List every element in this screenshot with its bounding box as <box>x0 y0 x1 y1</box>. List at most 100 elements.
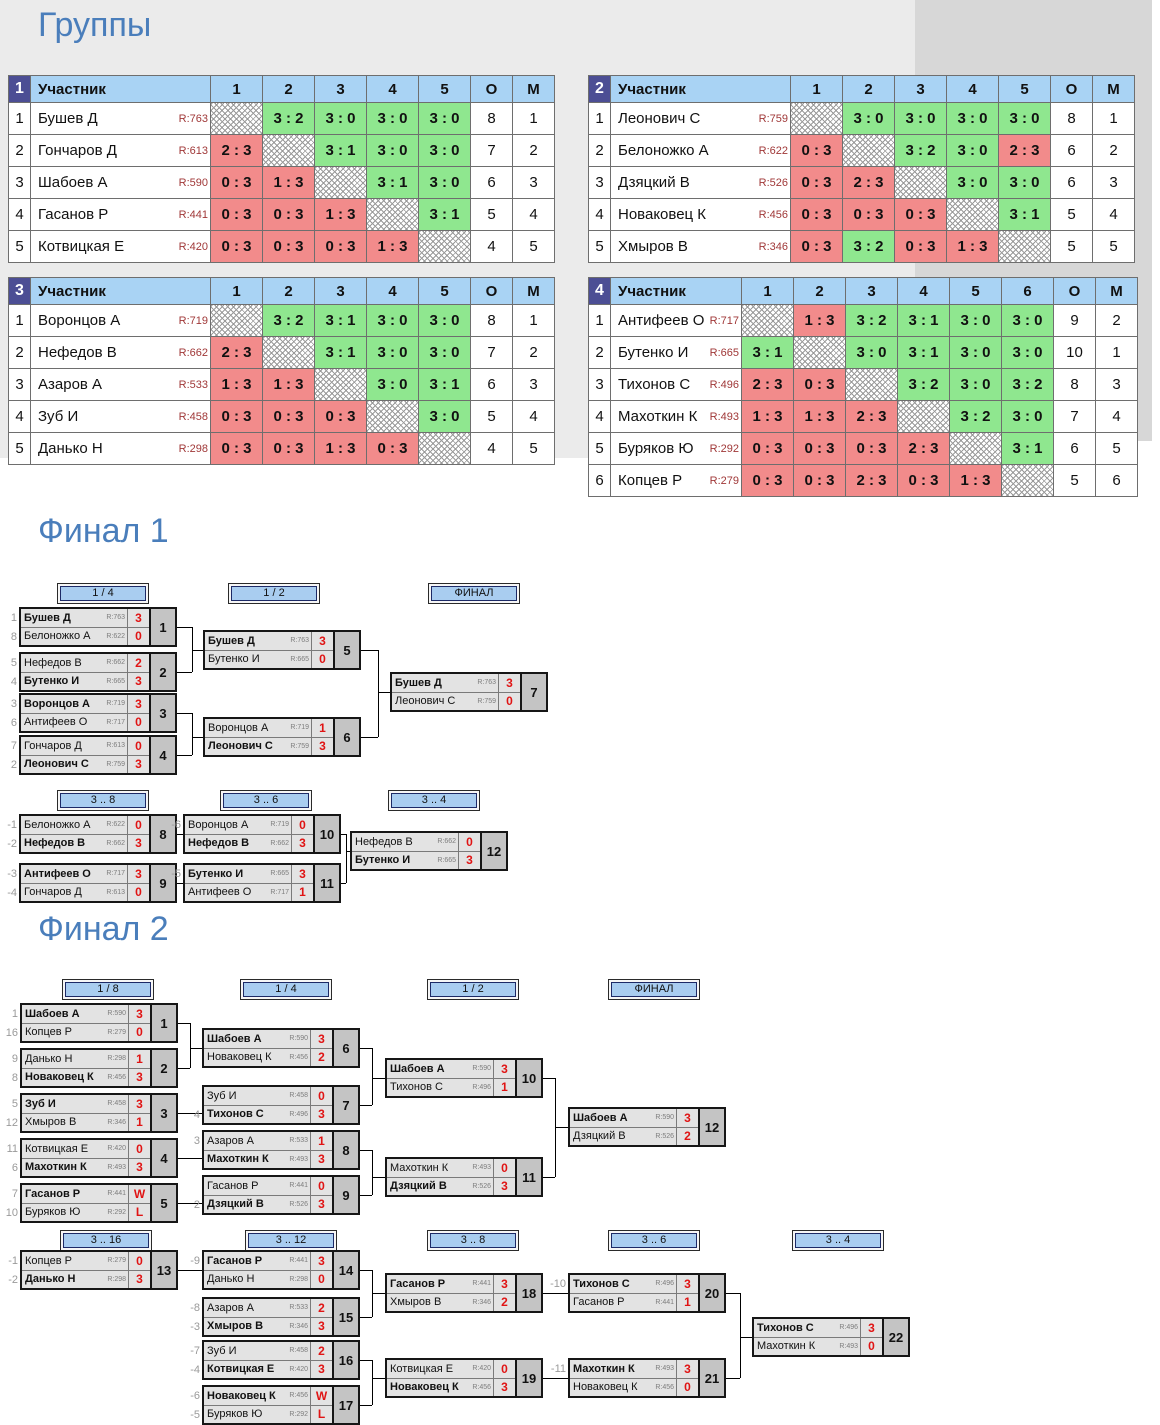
round-column-header: 1 <box>210 277 263 305</box>
row-position: 1 <box>588 102 611 135</box>
player-rating: R:719 <box>290 724 309 732</box>
player-rating: R:526 <box>472 1182 491 1190</box>
seed-number: -9 <box>190 1255 200 1267</box>
participant-name: Шабоев А <box>38 174 108 191</box>
participant-name: Буряков Ю <box>618 440 694 457</box>
connector-line <box>341 883 346 884</box>
score-cell: 0 : 3 <box>793 464 846 497</box>
row-position: 5 <box>588 432 611 465</box>
place-cell: 1 <box>512 304 555 337</box>
player-rating: R:526 <box>289 1200 308 1208</box>
player-name: Новаковец К <box>573 1381 638 1394</box>
participant-cell: Антифеев О R:717 <box>610 304 742 337</box>
player-row: Гончаров Д R:613 0 <box>21 883 149 901</box>
points-cell: 6 <box>470 368 513 401</box>
participant-name: Дзяцкий В <box>618 174 690 191</box>
participant-name: Азаров А <box>38 376 103 393</box>
score-cell: 3 : 0 <box>1001 400 1054 433</box>
player-score: 3 <box>128 1158 150 1176</box>
player-name: Азаров А <box>207 1134 254 1147</box>
place-cell: 2 <box>1092 134 1135 167</box>
player-score: 0 <box>291 816 313 834</box>
player-rating: R:441 <box>107 1190 126 1198</box>
connector-line <box>360 1405 372 1406</box>
player-row: Буряков Ю R:292 L <box>204 1405 332 1423</box>
player-rating: R:441 <box>655 1298 674 1306</box>
participant-cell: Махоткин К R:493 <box>610 400 742 433</box>
player-row: Бутенко И R:665 0 <box>205 650 333 668</box>
player-score: 1 <box>311 719 333 737</box>
score-cell: 3 : 0 <box>949 304 1002 337</box>
player-row: Белоножко А R:622 0 <box>21 627 149 645</box>
score-cell: 3 : 0 <box>949 336 1002 369</box>
round-label-text: 1 / 4 <box>243 982 329 997</box>
match-number: 7 <box>520 674 546 710</box>
score-cell: 3 : 0 <box>894 102 947 135</box>
participant-rating: R:622 <box>758 144 788 157</box>
bracket-match: -7 -4 Зуб И R:458 2 Котвицкая Е R:420 3 16 <box>190 1340 360 1380</box>
player-score: 3 <box>310 1030 332 1048</box>
player-name: Антифеев О <box>24 716 88 729</box>
place-cell: 6 <box>1095 464 1138 497</box>
player-rating: R:458 <box>107 1100 126 1108</box>
place-cell: 5 <box>1095 432 1138 465</box>
player-score: 3 <box>311 632 333 650</box>
match-number: 21 <box>698 1360 724 1396</box>
participant-cell: Буряков Ю R:292 <box>610 432 742 465</box>
match-number: 5 <box>150 1185 176 1221</box>
round-label-text: 3 .. 12 <box>248 1233 334 1248</box>
player-name: Бутенко И <box>208 653 260 666</box>
player-name: Леонович С <box>208 740 273 753</box>
connector-line <box>543 1293 568 1294</box>
match-number: 22 <box>882 1319 908 1355</box>
place-cell: 3 <box>512 368 555 401</box>
round-label: 3 .. 4 <box>388 790 480 811</box>
player-rating: R:665 <box>106 677 125 685</box>
seed-number: 5 <box>10 657 17 669</box>
round-label: ФИНАЛ <box>428 583 520 604</box>
participant-name: Новаковец К <box>618 206 707 223</box>
connector-line <box>178 1113 202 1114</box>
player-rating: R:533 <box>289 1304 308 1312</box>
diagonal-cell <box>418 432 471 465</box>
player-row: Бушев Д R:763 3 <box>205 632 333 651</box>
score-cell: 3 : 0 <box>998 102 1051 135</box>
player-rating: R:717 <box>106 718 125 726</box>
score-cell: 0 : 3 <box>741 464 794 497</box>
match-number: 13 <box>150 1252 176 1288</box>
round-label-text: 3 .. 8 <box>430 1233 516 1248</box>
player-rating: R:719 <box>106 700 125 708</box>
player-score: 3 <box>128 1095 150 1113</box>
connector-line <box>361 737 378 738</box>
participant-name: Котвицкая Е <box>38 238 125 255</box>
player-score: 2 <box>310 1048 332 1066</box>
player-row: Копцев Р R:279 0 <box>22 1023 150 1041</box>
player-name: Тихонов С <box>757 1321 814 1334</box>
group-header-row: 3 Участник 1 2 3 4 5 О М <box>8 277 555 305</box>
player-name: Воронцов А <box>208 721 269 734</box>
player-score: 0 <box>127 713 149 731</box>
match-number: 11 <box>313 865 339 901</box>
diagonal-cell <box>793 336 846 369</box>
score-cell: 2 : 3 <box>842 166 895 199</box>
participant-column-header: Участник <box>30 75 211 103</box>
bracket-match: Бушев Д R:763 3 Леонович С R:759 0 7 <box>390 672 548 712</box>
row-position: 5 <box>8 432 31 465</box>
place-cell: 2 <box>512 336 555 369</box>
seed-number: -10 <box>550 1278 566 1290</box>
player-name: Гасанов Р <box>573 1296 625 1309</box>
place-cell: 4 <box>512 400 555 433</box>
round-label-text: 1 / 2 <box>231 586 317 601</box>
player-rating: R:613 <box>106 888 125 896</box>
player-rating: R:441 <box>289 1257 308 1265</box>
connector-line <box>177 883 183 884</box>
row-position: 3 <box>8 166 31 199</box>
connector-line <box>372 1293 385 1294</box>
diagonal-cell <box>1001 464 1054 497</box>
player-row: Шабоев А R:590 3 <box>22 1005 150 1024</box>
score-cell: 3 : 2 <box>1001 368 1054 401</box>
seed-number: 2 <box>193 1199 200 1211</box>
place-cell: 1 <box>1095 336 1138 369</box>
participant-name: Леонович С <box>618 110 701 127</box>
